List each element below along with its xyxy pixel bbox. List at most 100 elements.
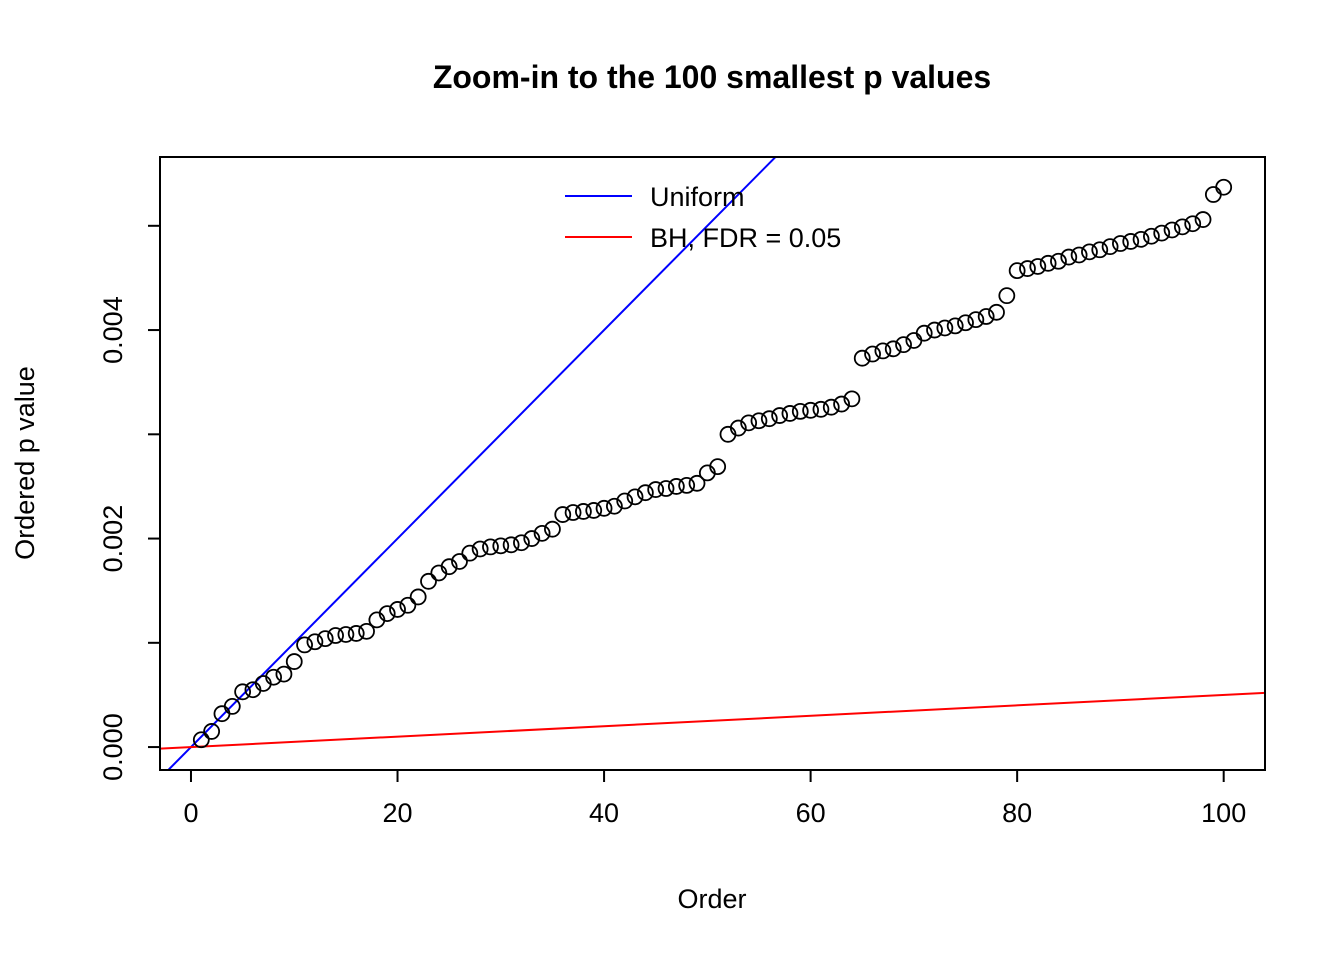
axes: 0 20 40 60 80 100 0.000 0.002 0.004 [98,224,1246,828]
data-point [223,698,241,715]
data-point [358,622,375,640]
data-point [1215,178,1233,196]
data-point [740,414,758,432]
data-point [957,314,974,332]
y-axis-tick-label: 0.002 [98,505,128,573]
data-point [1153,224,1171,242]
data-point [905,332,923,349]
data-point [1091,241,1109,259]
data-point [575,503,592,520]
data-point [709,458,727,476]
data-point [781,405,799,422]
data-point [564,504,582,521]
data-point [915,324,933,342]
data-point [347,625,365,642]
data-point [750,412,768,430]
data-points [192,178,1233,749]
data-point [544,520,561,538]
data-point [275,665,293,683]
reference-lines [160,157,1265,770]
data-point [605,497,623,515]
data-point [585,502,603,519]
data-point [1008,262,1026,280]
data-point [833,395,850,413]
y-axis-tick-label: 0.004 [98,296,128,364]
data-point [482,538,499,556]
x-axis-tick-label: 80 [1002,798,1032,828]
data-point [1101,238,1119,256]
data-point [853,349,871,367]
data-point [822,398,840,416]
data-point [998,287,1016,305]
data-point [533,524,551,542]
data-point [977,308,995,325]
data-point [1050,252,1067,270]
data-point [1194,211,1212,228]
y-axis-title: Ordered p value [10,366,40,560]
data-point [1122,233,1140,250]
data-point [306,633,324,651]
data-point [234,683,252,701]
data-point [1112,235,1129,252]
data-point [1173,218,1191,236]
data-point [874,342,892,360]
x-axis-tick-label: 40 [589,798,619,828]
data-point [667,478,685,495]
data-point [399,596,417,614]
data-point [1039,254,1057,272]
data-point [471,540,489,558]
data-point [812,400,830,418]
data-point [626,488,644,506]
plot-box [159,156,1266,771]
data-point [729,419,747,437]
data-point [647,481,665,498]
data-point [420,572,437,590]
data-point [864,345,881,363]
data-point [409,588,427,606]
data-point [1070,246,1088,264]
data-point [296,636,313,654]
data-point [1204,186,1222,203]
uniform-line [166,157,777,770]
x-axis-tick-label: 60 [796,798,826,828]
data-point [440,558,458,576]
data-point [678,476,696,494]
data-point [1132,230,1150,248]
data-point [523,530,541,547]
legend: Uniform BH, FDR = 0.05 [565,182,841,253]
data-point [843,390,861,408]
data-point [936,319,954,337]
data-point [636,484,654,502]
data-point [688,474,706,492]
data-point [265,668,282,686]
data-point [285,653,303,670]
data-point [895,336,912,354]
data-point [926,321,943,339]
legend-uniform-label: Uniform [650,182,745,212]
data-point [1184,215,1202,233]
data-point [967,311,985,329]
data-point [1029,258,1047,275]
data-point [946,317,964,335]
data-point [192,731,210,749]
data-point [213,705,231,723]
data-point [802,401,820,419]
x-axis-tick-label: 100 [1201,798,1246,828]
data-point [554,506,572,523]
data-point [378,605,396,623]
data-point [760,410,778,428]
data-point [771,407,789,424]
chart-title: Zoom-in to the 100 smallest p values [433,59,991,95]
data-point [616,492,634,510]
data-point [337,626,355,643]
data-point [1060,248,1078,266]
data-point [1163,221,1181,239]
data-point [203,723,221,740]
data-point [1143,227,1160,245]
data-point [595,499,613,517]
data-point [316,630,334,648]
data-point [513,534,530,552]
data-point [461,544,479,562]
